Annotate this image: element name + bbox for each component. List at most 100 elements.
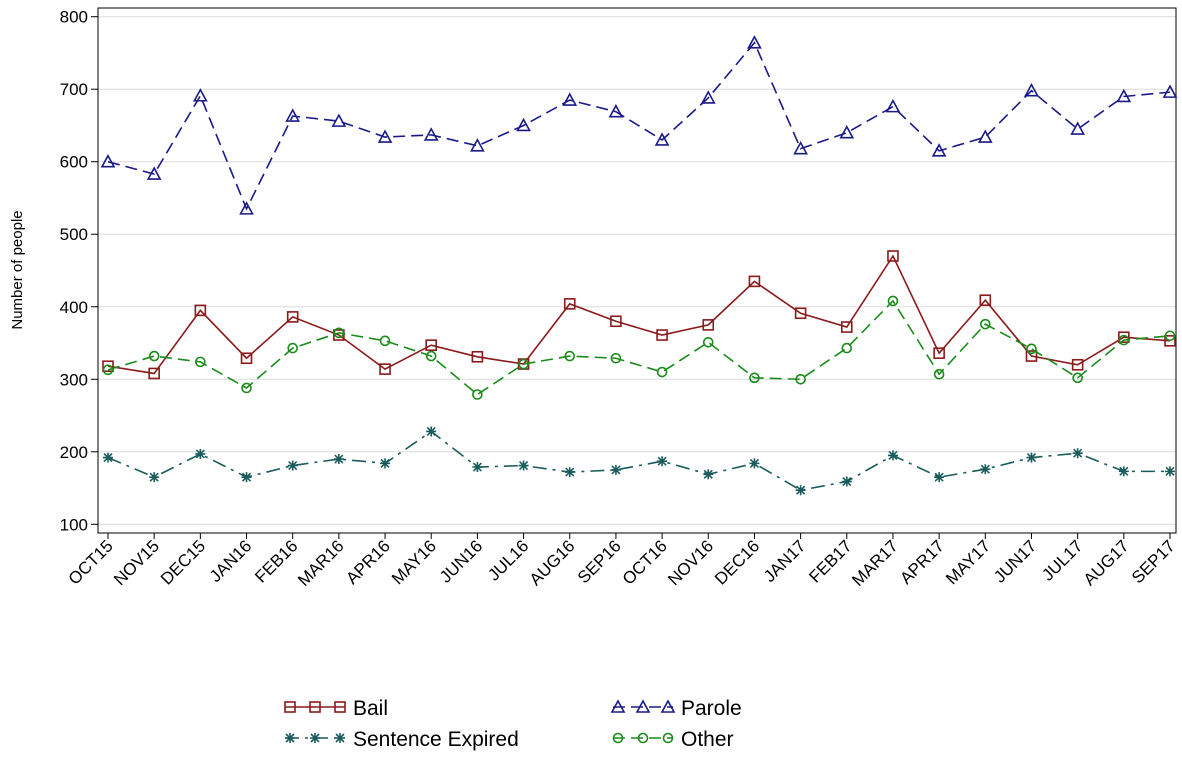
marker	[748, 275, 761, 288]
marker	[934, 472, 945, 483]
legend-marker	[637, 732, 649, 744]
marker	[610, 315, 622, 328]
marker	[331, 113, 347, 127]
marker	[887, 295, 899, 307]
marker	[749, 372, 760, 384]
marker	[380, 458, 391, 469]
x-tick-label: APR17	[896, 536, 948, 588]
marker	[195, 356, 206, 368]
legend-marker	[335, 733, 345, 743]
marker	[1026, 452, 1037, 463]
legend-marker	[660, 699, 676, 713]
marker	[841, 476, 852, 487]
y-axis-title: Number of people	[9, 210, 26, 329]
marker	[795, 373, 806, 385]
marker	[379, 363, 391, 375]
legend-marker	[334, 701, 346, 713]
marker	[656, 329, 668, 341]
y-tick-label: 400	[60, 298, 88, 317]
marker	[794, 307, 807, 320]
marker	[933, 347, 945, 359]
marker	[470, 138, 485, 152]
marker	[979, 294, 992, 307]
x-tick-label: FEB17	[805, 536, 855, 586]
legend-marker	[284, 701, 296, 713]
marker	[240, 352, 253, 365]
legend-marker	[309, 701, 321, 713]
legend-label: Bail	[353, 697, 388, 720]
x-tick-label: MAY16	[388, 536, 440, 588]
marker	[654, 132, 670, 146]
legend-marker	[635, 699, 651, 713]
x-tick-label: JAN17	[760, 536, 810, 586]
marker	[657, 456, 668, 467]
marker	[518, 358, 529, 370]
marker	[1071, 358, 1084, 371]
legend-marker	[285, 733, 295, 743]
plot-frame	[97, 7, 1177, 534]
x-tick-label: AUG17	[1080, 536, 1133, 589]
marker	[286, 311, 299, 323]
marker	[426, 426, 437, 437]
x-tick-label: APR16	[342, 536, 394, 588]
y-tick-label: 300	[60, 370, 88, 389]
marker	[1070, 121, 1085, 135]
legend-marker	[310, 733, 320, 743]
marker	[285, 108, 301, 122]
x-tick-label: JUN17	[990, 536, 1040, 586]
marker	[564, 467, 575, 478]
x-tick-label: DEC15	[157, 536, 209, 588]
marker	[239, 201, 254, 215]
x-tick-label: NOV15	[110, 536, 163, 589]
marker	[472, 389, 483, 400]
x-tick-label: JUL17	[1038, 536, 1086, 584]
marker	[333, 454, 344, 465]
marker	[841, 342, 853, 354]
legend-label: Other	[681, 728, 734, 751]
marker	[887, 250, 899, 262]
y-tick-label: 700	[60, 80, 88, 99]
marker	[333, 329, 345, 341]
marker	[608, 104, 624, 118]
marker	[1072, 372, 1083, 384]
series-line	[107, 254, 1171, 375]
marker	[703, 469, 714, 480]
marker	[562, 92, 578, 106]
marker	[980, 318, 991, 330]
marker	[1118, 466, 1129, 477]
marker	[1162, 84, 1178, 98]
legend-label: Parole	[681, 697, 742, 720]
x-tick-label: FEB16	[251, 536, 301, 586]
marker	[1164, 335, 1176, 347]
y-tick-label: 100	[60, 515, 88, 534]
marker	[241, 472, 252, 483]
marker	[377, 129, 393, 143]
marker	[610, 464, 621, 475]
marker	[287, 460, 298, 471]
marker	[1165, 466, 1175, 477]
marker	[702, 319, 715, 331]
marker	[148, 367, 160, 380]
marker	[747, 35, 762, 49]
x-tick-label: JUL16	[484, 536, 532, 584]
x-tick-label: MAR17	[848, 536, 902, 590]
marker	[563, 298, 576, 310]
marker	[1164, 330, 1176, 342]
marker	[1025, 350, 1038, 362]
legend-label: Sentence Expired	[353, 728, 519, 751]
series-line	[107, 41, 1171, 211]
marker	[425, 350, 437, 362]
y-tick-label: 200	[60, 443, 88, 462]
marker	[840, 321, 853, 333]
marker	[931, 143, 947, 157]
marker	[887, 450, 898, 461]
marker	[472, 462, 483, 473]
marker	[148, 350, 160, 362]
marker	[795, 485, 806, 496]
marker	[195, 448, 206, 459]
series-line	[107, 299, 1171, 396]
marker	[1118, 331, 1130, 344]
marker	[702, 336, 714, 348]
marker	[103, 452, 113, 463]
